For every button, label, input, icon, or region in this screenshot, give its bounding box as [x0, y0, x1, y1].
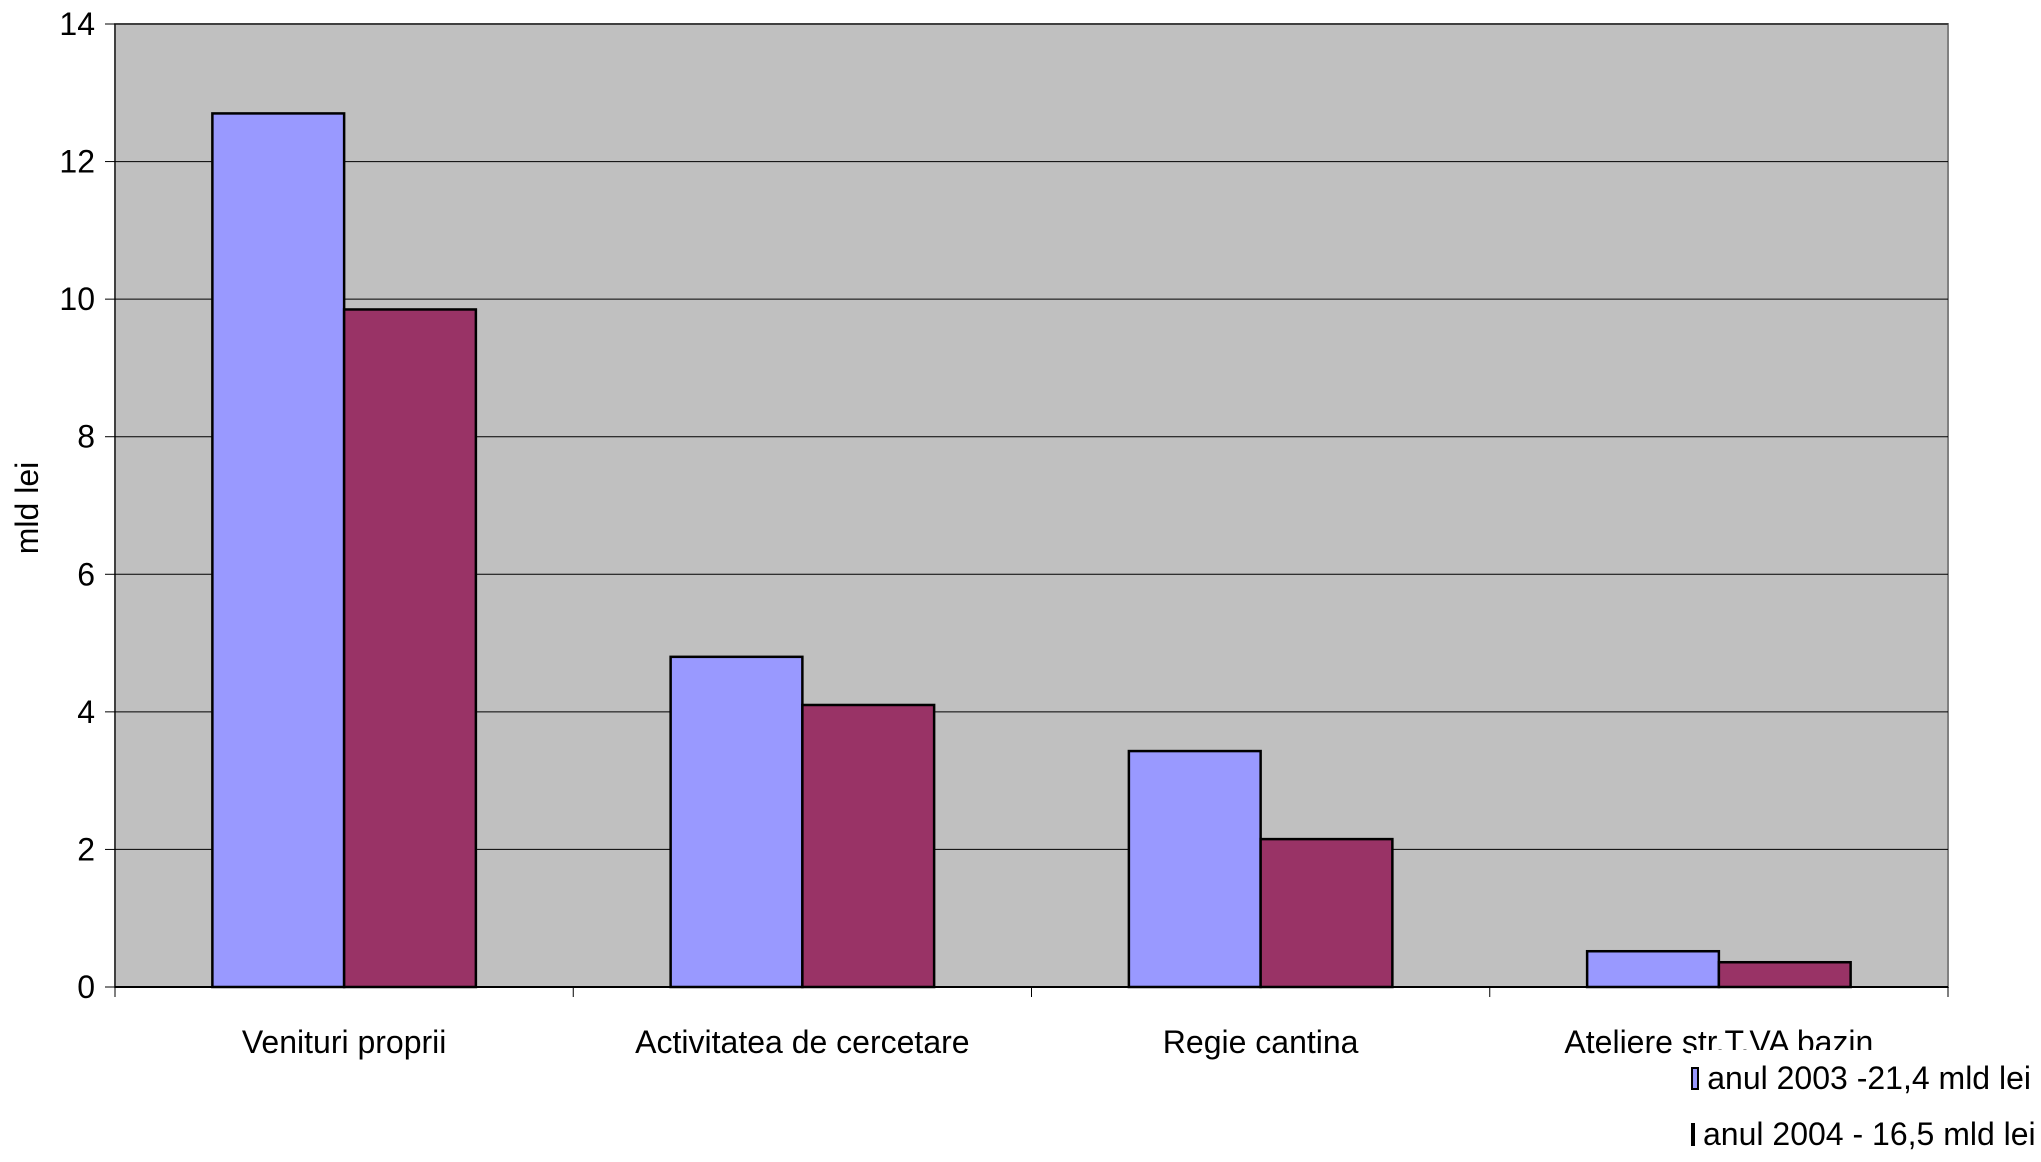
y-axis-title: mld lei [9, 462, 45, 554]
x-category-label: Activitatea de cercetare [635, 1024, 969, 1060]
y-tick-label: 4 [77, 694, 95, 730]
legend-item-2004: anul 2004 - 16,5 mld lei [1691, 1106, 2036, 1162]
x-category-label: Regie cantina [1163, 1024, 1359, 1060]
y-tick-label: 8 [77, 419, 95, 455]
y-tick-label: 6 [77, 556, 95, 592]
legend: anul 2003 -21,4 mld lei anul 2004 - 16,5… [1691, 1050, 2036, 1162]
y-tick-label: 2 [77, 831, 95, 867]
legend-swatch-2004 [1691, 1122, 1695, 1146]
bar [1585, 949, 1721, 989]
y-tick-label: 12 [59, 144, 95, 180]
y-tick-label: 14 [59, 6, 95, 42]
bars [211, 112, 1852, 989]
legend-label-2004: anul 2004 - 16,5 mld lei [1703, 1115, 2036, 1152]
bar [669, 655, 804, 989]
bar [1259, 837, 1394, 989]
bar [211, 112, 346, 989]
bar [1127, 749, 1262, 989]
bar [1717, 960, 1852, 989]
legend-swatch-2003 [1691, 1066, 1700, 1090]
bar [342, 308, 478, 989]
y-tick-label: 10 [59, 281, 95, 317]
y-tick-label: 0 [77, 969, 95, 1005]
x-category-label: Venituri proprii [242, 1024, 447, 1060]
axes: 0 2 4 6 8 10 12 14 Venituri proprii Activitatea d… [59, 6, 1949, 1060]
bar [801, 703, 936, 989]
legend-item-2003: anul 2003 -21,4 mld lei [1691, 1050, 2031, 1106]
legend-label-2003: anul 2003 -21,4 mld lei [1707, 1059, 2031, 1096]
